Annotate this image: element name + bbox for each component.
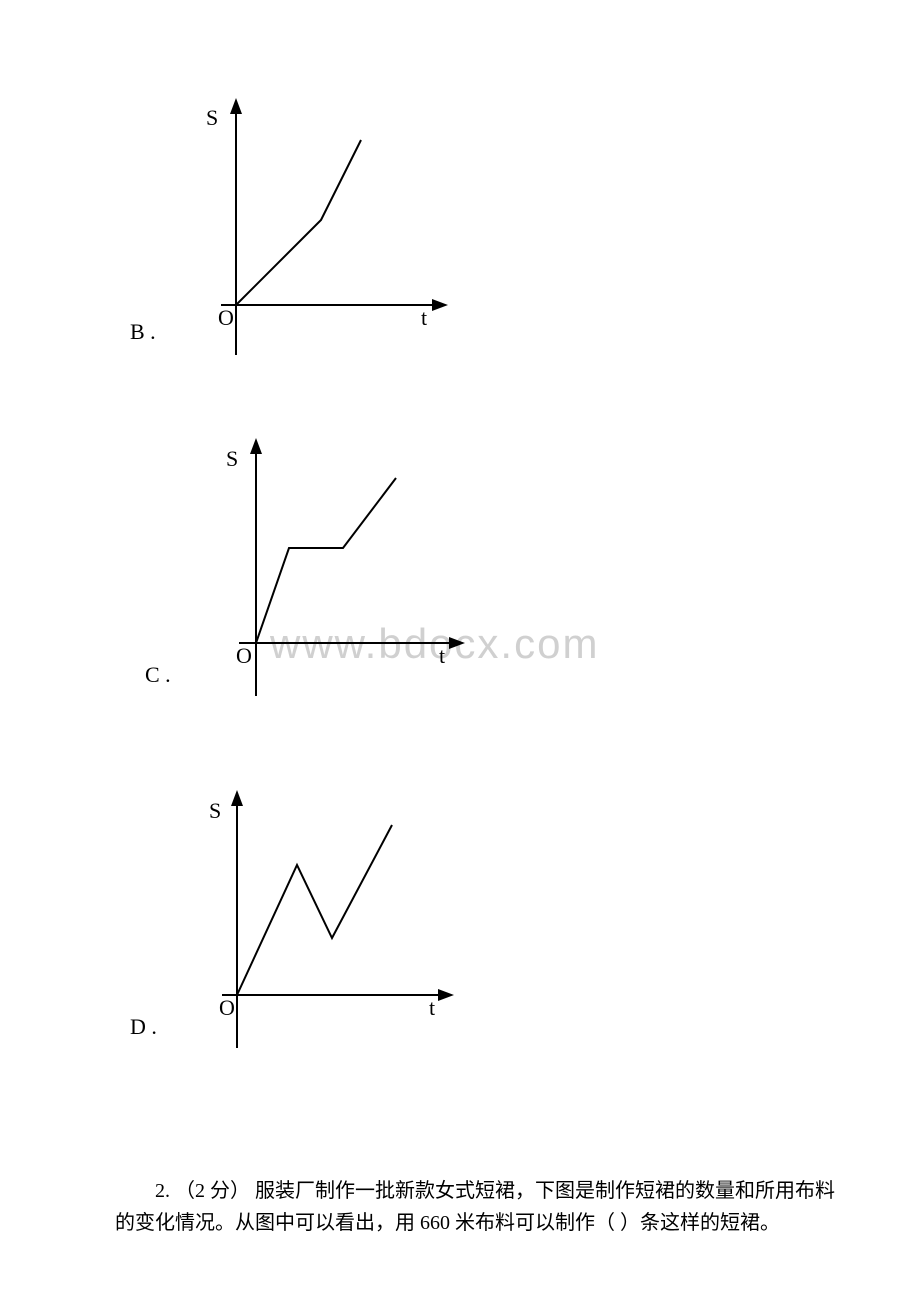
origin-label: O xyxy=(236,643,252,668)
chart-label: C . xyxy=(145,662,171,703)
chart-option-c: C . St O xyxy=(145,438,471,703)
question-block: 2. （2 分） 服装厂制作一批新款女式短裙，下图是制作短裙的数量和所用布料的变… xyxy=(115,1175,835,1239)
chart-label: D . xyxy=(130,1014,157,1055)
question-number: 2. xyxy=(155,1180,170,1202)
y-axis-label: S xyxy=(209,798,221,823)
x-axis-label: t xyxy=(421,305,427,330)
chart-line xyxy=(236,140,361,305)
y-axis-label: S xyxy=(226,446,238,471)
chart-option-d: D . St O xyxy=(130,790,457,1055)
chart-line xyxy=(256,478,396,643)
x-axis-label: t xyxy=(429,995,435,1020)
chart-label: B . xyxy=(130,319,156,360)
y-axis-label: S xyxy=(206,105,218,130)
chart-svg: St O xyxy=(166,95,456,360)
chart-svg: St O xyxy=(167,790,457,1055)
chart-option-b: B . St O xyxy=(130,95,456,360)
question-points: （2 分） xyxy=(175,1180,250,1202)
chart-line xyxy=(237,825,392,995)
origin-label: O xyxy=(218,305,234,330)
x-axis-label: t xyxy=(439,643,445,668)
origin-label: O xyxy=(219,995,235,1020)
chart-svg: St O xyxy=(181,438,471,703)
